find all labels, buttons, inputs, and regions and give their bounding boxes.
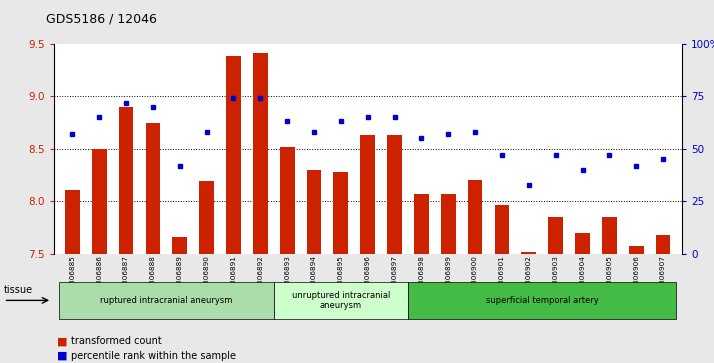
Text: ■: ■ (57, 336, 68, 346)
Bar (468, 180, 483, 254)
Bar (146, 122, 160, 254)
Text: ■: ■ (57, 351, 68, 361)
Bar (172, 237, 187, 254)
Text: tissue: tissue (4, 285, 33, 295)
Bar (333, 172, 348, 254)
Bar (575, 233, 590, 254)
Text: percentile rank within the sample: percentile rank within the sample (71, 351, 236, 361)
Bar (92, 149, 106, 254)
Bar (629, 246, 643, 254)
Text: unruptured intracranial
aneurysm: unruptured intracranial aneurysm (292, 291, 390, 310)
Bar (226, 56, 241, 254)
Bar (119, 107, 134, 254)
Bar (495, 205, 509, 254)
Bar (253, 53, 268, 254)
Bar (441, 194, 456, 254)
Bar (655, 235, 670, 254)
Bar (521, 252, 536, 254)
Bar (548, 217, 563, 254)
Text: GDS5186 / 12046: GDS5186 / 12046 (46, 12, 157, 25)
Bar (414, 194, 429, 254)
Bar (361, 135, 375, 254)
Text: ruptured intracranial aneurysm: ruptured intracranial aneurysm (100, 296, 233, 305)
Bar (59, 282, 273, 319)
Bar (280, 147, 295, 254)
Bar (273, 282, 408, 319)
Bar (306, 170, 321, 254)
Text: transformed count: transformed count (71, 336, 162, 346)
Bar (602, 217, 617, 254)
Bar (387, 135, 402, 254)
Bar (65, 190, 80, 254)
Bar (408, 282, 676, 319)
Bar (199, 182, 214, 254)
Text: superficial temporal artery: superficial temporal artery (486, 296, 598, 305)
